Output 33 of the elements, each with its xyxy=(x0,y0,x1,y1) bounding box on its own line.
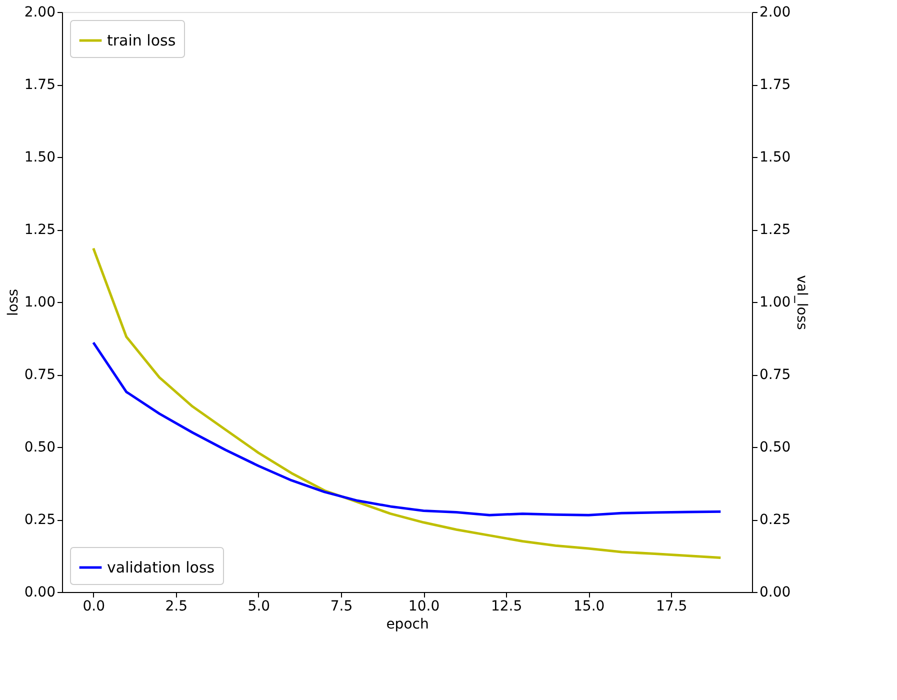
x-tick-label: 12.5 xyxy=(490,598,522,614)
y-tick-label: 0.00 xyxy=(24,584,56,600)
y-tick-label: 1.00 xyxy=(24,294,56,310)
y-tick-label: 0.75 xyxy=(24,367,56,383)
y2-tick-label: 1.75 xyxy=(760,77,791,93)
x-tick-label: 7.5 xyxy=(330,598,353,614)
x-tick-label: 17.5 xyxy=(656,598,688,614)
y-tick-label: 2.00 xyxy=(24,4,56,20)
y2-tick-label: 1.50 xyxy=(760,150,791,166)
x-tick-label: 5.0 xyxy=(248,598,270,614)
line-series xyxy=(92,247,722,560)
x-tick-label: 15.0 xyxy=(573,598,605,614)
y2-tick-label: 0.25 xyxy=(760,512,791,528)
y-tick-label: 0.25 xyxy=(24,512,56,528)
y-axis-title: loss xyxy=(5,288,22,316)
y-tick-label: 0.50 xyxy=(24,440,56,456)
line-series xyxy=(92,341,722,516)
y-tick-label: 1.50 xyxy=(24,150,56,166)
y2-tick-label: 1.25 xyxy=(760,222,791,238)
x-tick-label: 10.0 xyxy=(408,598,440,614)
x-tick-label: 2.5 xyxy=(165,598,188,614)
y2-tick-label: 0.50 xyxy=(760,440,791,456)
y-tick-label: 1.75 xyxy=(24,77,56,93)
y2-tick-label: 2.00 xyxy=(760,4,791,20)
x-tick-label: 0.0 xyxy=(82,598,105,614)
y2-axis-title: val_loss xyxy=(794,275,810,330)
legend-label: train loss xyxy=(107,32,176,50)
y2-tick-label: 1.00 xyxy=(760,294,791,310)
y-tick-label: 1.25 xyxy=(24,222,56,238)
legend-label: validation loss xyxy=(107,558,215,576)
y2-tick-label: 0.75 xyxy=(760,367,791,383)
x-axis-title: epoch xyxy=(386,616,429,632)
y2-tick-label: 0.00 xyxy=(760,584,791,600)
